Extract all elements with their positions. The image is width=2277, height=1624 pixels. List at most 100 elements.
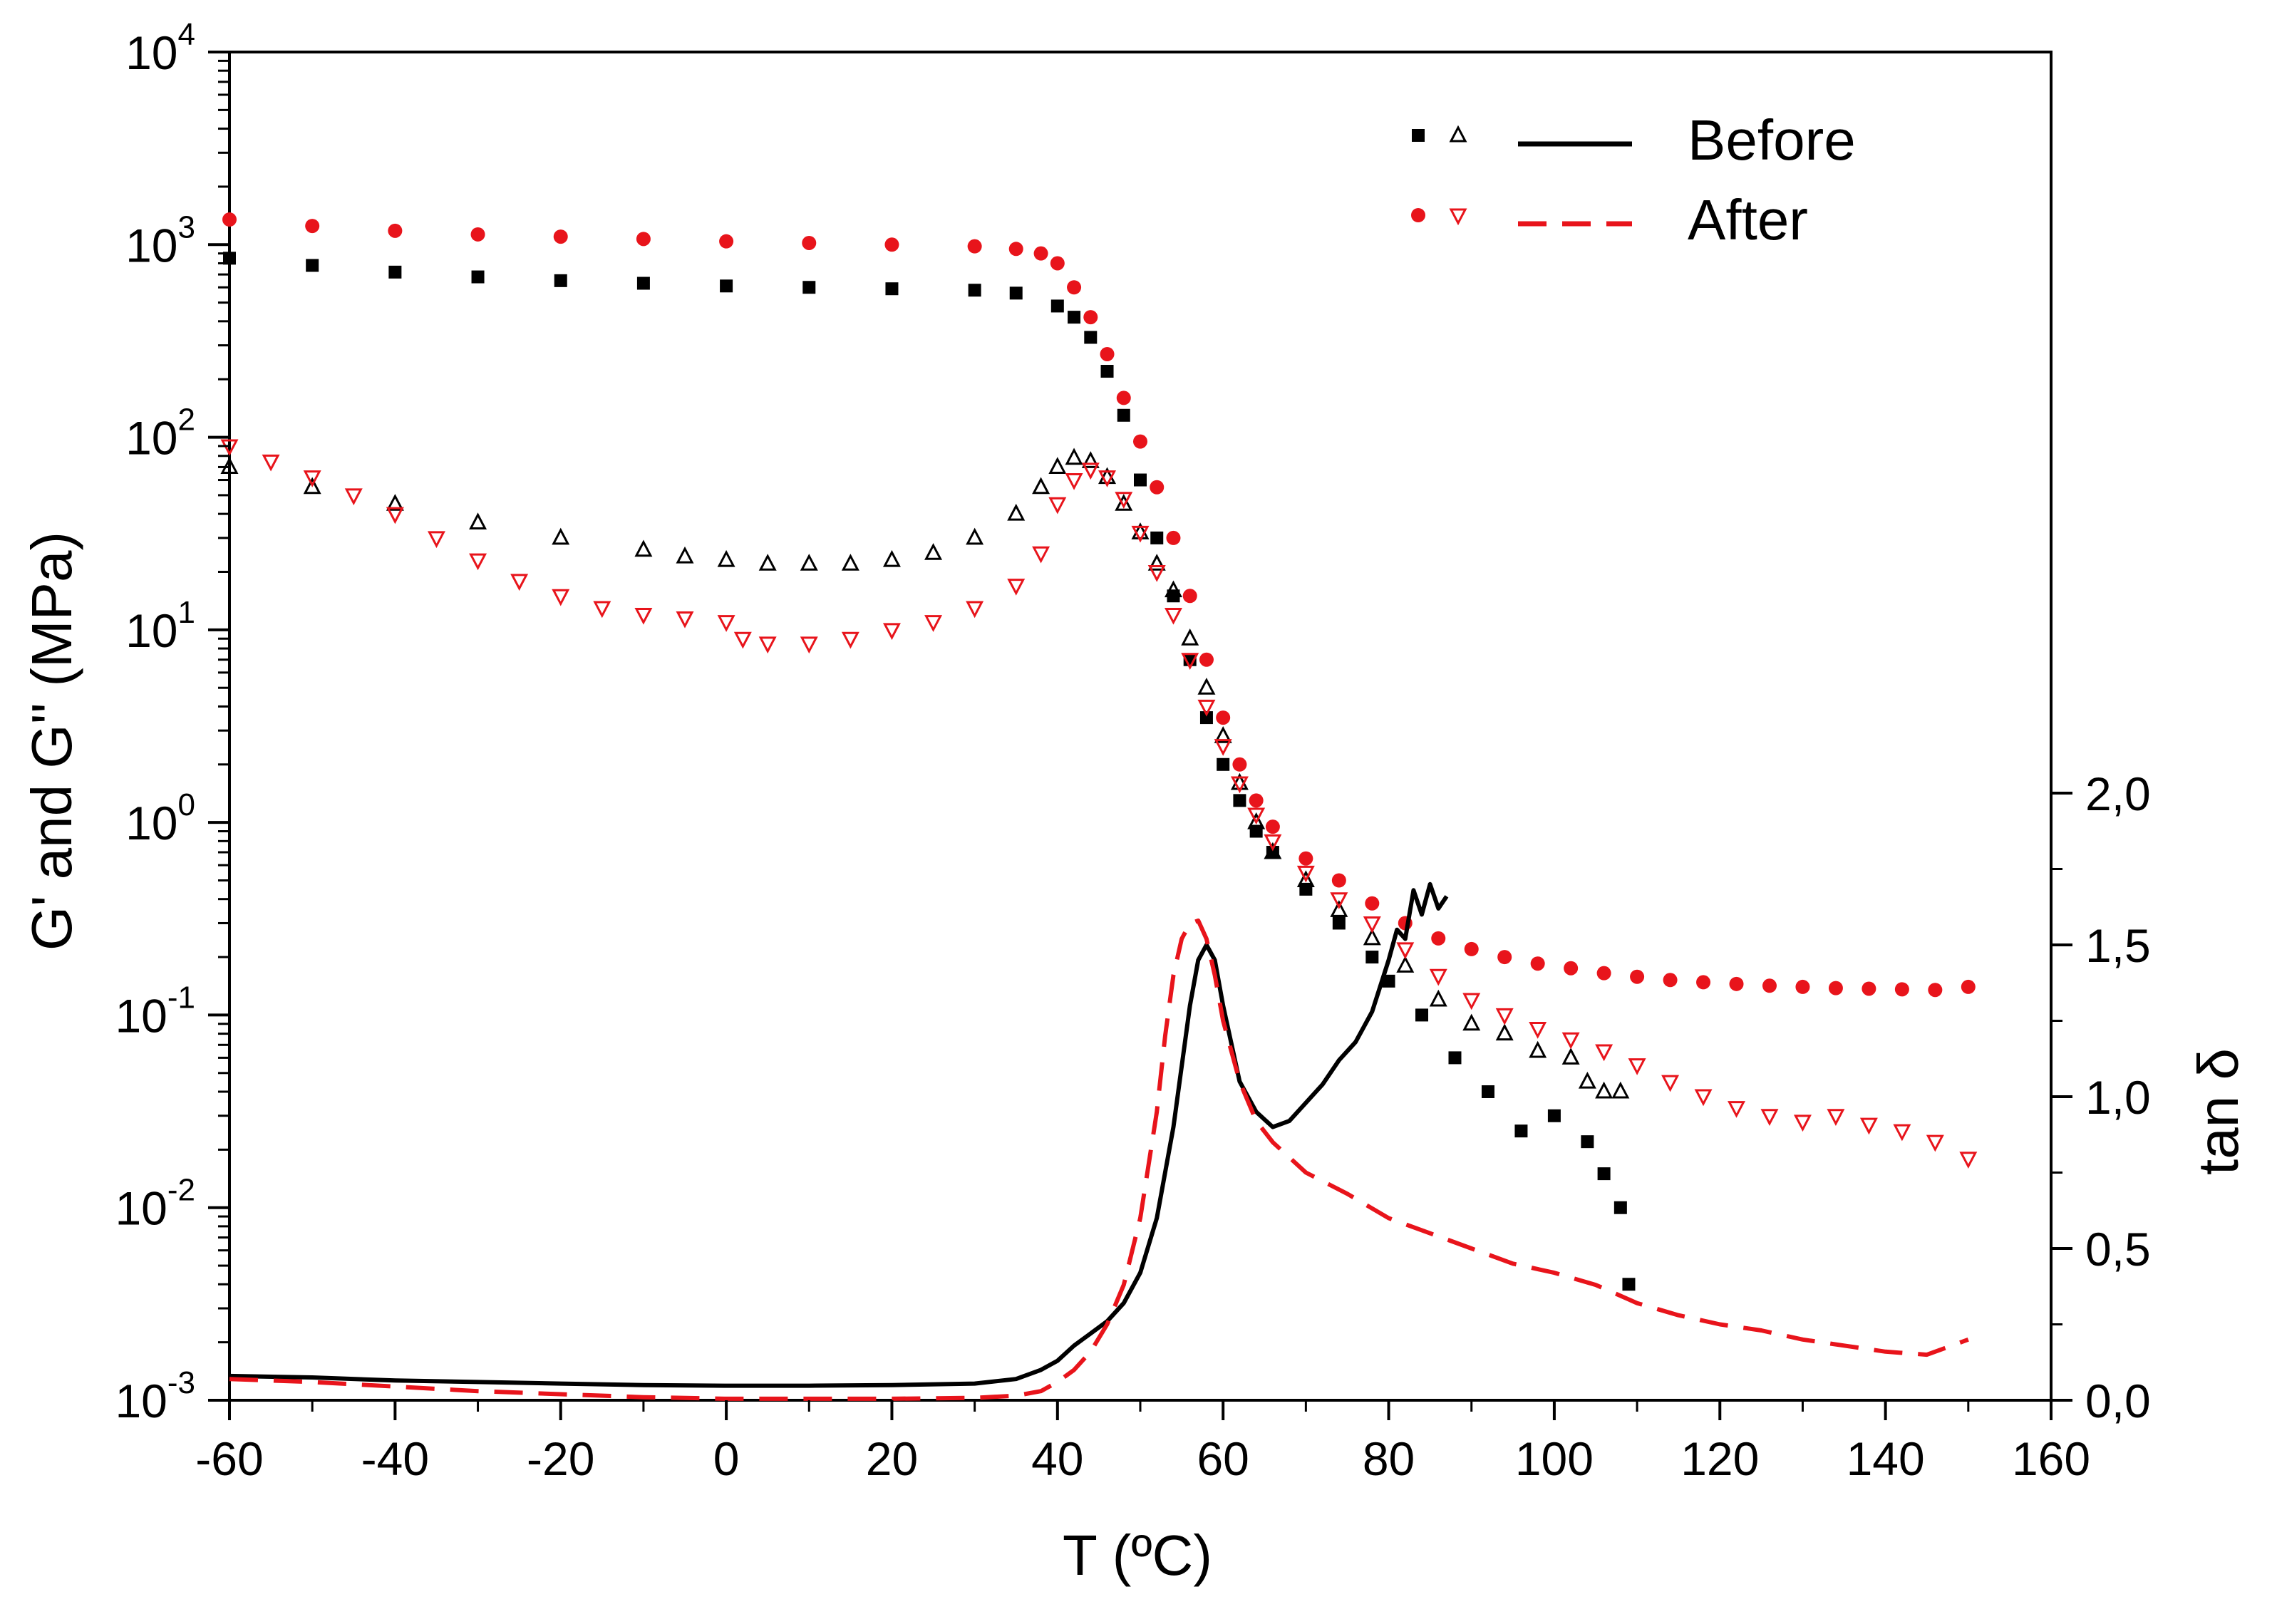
- data-point: [841, 554, 859, 571]
- data-point: [1233, 794, 1246, 807]
- data-point: [1264, 834, 1282, 852]
- data-point: [1529, 1040, 1547, 1058]
- y-left-tick-exponent: 0: [178, 787, 195, 822]
- data-point: [1514, 1124, 1528, 1138]
- data-point: [1083, 310, 1098, 325]
- data-point: [1622, 1278, 1636, 1291]
- y-left-tick-base: 10: [125, 26, 177, 79]
- data-point: [1363, 928, 1381, 946]
- data-point: [1396, 942, 1415, 960]
- data-point: [1581, 1135, 1594, 1149]
- data-point: [968, 284, 981, 297]
- legend-label: Before: [1688, 108, 1856, 172]
- data-point: [676, 546, 694, 564]
- data-point: [1166, 530, 1181, 545]
- data-point: [306, 259, 319, 272]
- data-point: [802, 281, 816, 294]
- y-right-tick-label: 1,5: [2085, 919, 2151, 972]
- data-point: [1793, 1114, 1812, 1132]
- data-point: [634, 607, 653, 625]
- y-left-tick-exponent: 1: [178, 595, 195, 630]
- data-point: [1116, 391, 1131, 405]
- legend-entry-before: Before: [1412, 108, 1856, 172]
- data-point: [841, 631, 859, 649]
- data-point: [733, 631, 752, 649]
- data-point: [636, 232, 651, 247]
- data-point: [1961, 979, 1976, 994]
- data-point: [1760, 1109, 1779, 1126]
- legend-marker: [1411, 208, 1425, 222]
- data-point: [1197, 699, 1216, 717]
- y-right-tick-label: 0,5: [2085, 1223, 2151, 1276]
- data-point: [800, 636, 818, 654]
- data-point: [1181, 629, 1199, 646]
- y-left-tick-base: 10: [115, 989, 167, 1042]
- data-point: [1065, 473, 1083, 490]
- x-tick-label: 40: [1031, 1432, 1083, 1485]
- data-point: [1298, 851, 1313, 866]
- y-left-tick-exponent: -3: [167, 1365, 195, 1400]
- data-point: [1396, 956, 1415, 973]
- data-point: [1199, 711, 1213, 725]
- data-point: [1265, 819, 1280, 834]
- data-point: [1728, 1101, 1745, 1118]
- data-point: [1564, 961, 1579, 976]
- data-point: [1048, 497, 1067, 514]
- data-point: [1828, 981, 1843, 995]
- y-left-tick-label: 103: [125, 210, 195, 271]
- x-tick-label: -20: [527, 1432, 594, 1485]
- data-point: [1429, 989, 1447, 1007]
- data-point: [1182, 589, 1197, 604]
- data-point: [1197, 678, 1216, 695]
- data-point: [1330, 892, 1348, 909]
- data-point: [1495, 1023, 1514, 1041]
- data-point: [1595, 1081, 1613, 1099]
- x-tick-label: -40: [361, 1432, 429, 1485]
- data-point: [1628, 1058, 1646, 1075]
- data-point: [1363, 916, 1381, 933]
- data-point: [1115, 494, 1133, 511]
- data-point: [1009, 286, 1023, 300]
- y-left-tick-base: 10: [125, 604, 177, 657]
- data-point: [1696, 975, 1711, 990]
- y-left-tick-exponent: 2: [178, 403, 195, 438]
- data-point: [223, 252, 236, 265]
- x-tick-label: 0: [713, 1432, 740, 1485]
- data-point: [1497, 950, 1512, 965]
- data-point: [1462, 1013, 1481, 1031]
- data-point: [1611, 1081, 1630, 1099]
- y-right-tick-label: 0,0: [2085, 1375, 2151, 1427]
- data-point: [1663, 973, 1678, 988]
- series-line: [229, 881, 1449, 1388]
- data-point: [1729, 976, 1744, 991]
- data-point: [1033, 246, 1048, 261]
- data-point: [1216, 710, 1231, 725]
- data-point: [593, 601, 611, 619]
- data-point: [1249, 824, 1263, 838]
- data-point: [1065, 448, 1083, 465]
- data-point: [510, 574, 529, 591]
- data-point: [717, 549, 735, 567]
- legend-entry-after: After: [1411, 188, 1808, 252]
- y-left-tick-base: 10: [125, 219, 177, 271]
- data-point: [1296, 870, 1315, 888]
- data-point: [1081, 451, 1100, 468]
- data-point: [1382, 974, 1395, 988]
- data-point: [1481, 1085, 1494, 1098]
- data-point: [802, 235, 817, 250]
- data-point: [1332, 916, 1346, 930]
- data-point: [1007, 579, 1026, 596]
- data-point: [1008, 242, 1023, 257]
- data-point: [388, 223, 403, 238]
- data-point: [1926, 1134, 1944, 1152]
- data-point: [1164, 607, 1182, 625]
- y-left-tick-exponent: 3: [178, 210, 195, 244]
- data-point: [1661, 1075, 1680, 1092]
- y-left-tick-exponent: -2: [167, 1173, 195, 1208]
- data-point: [1249, 793, 1264, 808]
- data-point: [554, 274, 567, 287]
- data-point: [1050, 299, 1064, 313]
- data-point: [1068, 311, 1081, 324]
